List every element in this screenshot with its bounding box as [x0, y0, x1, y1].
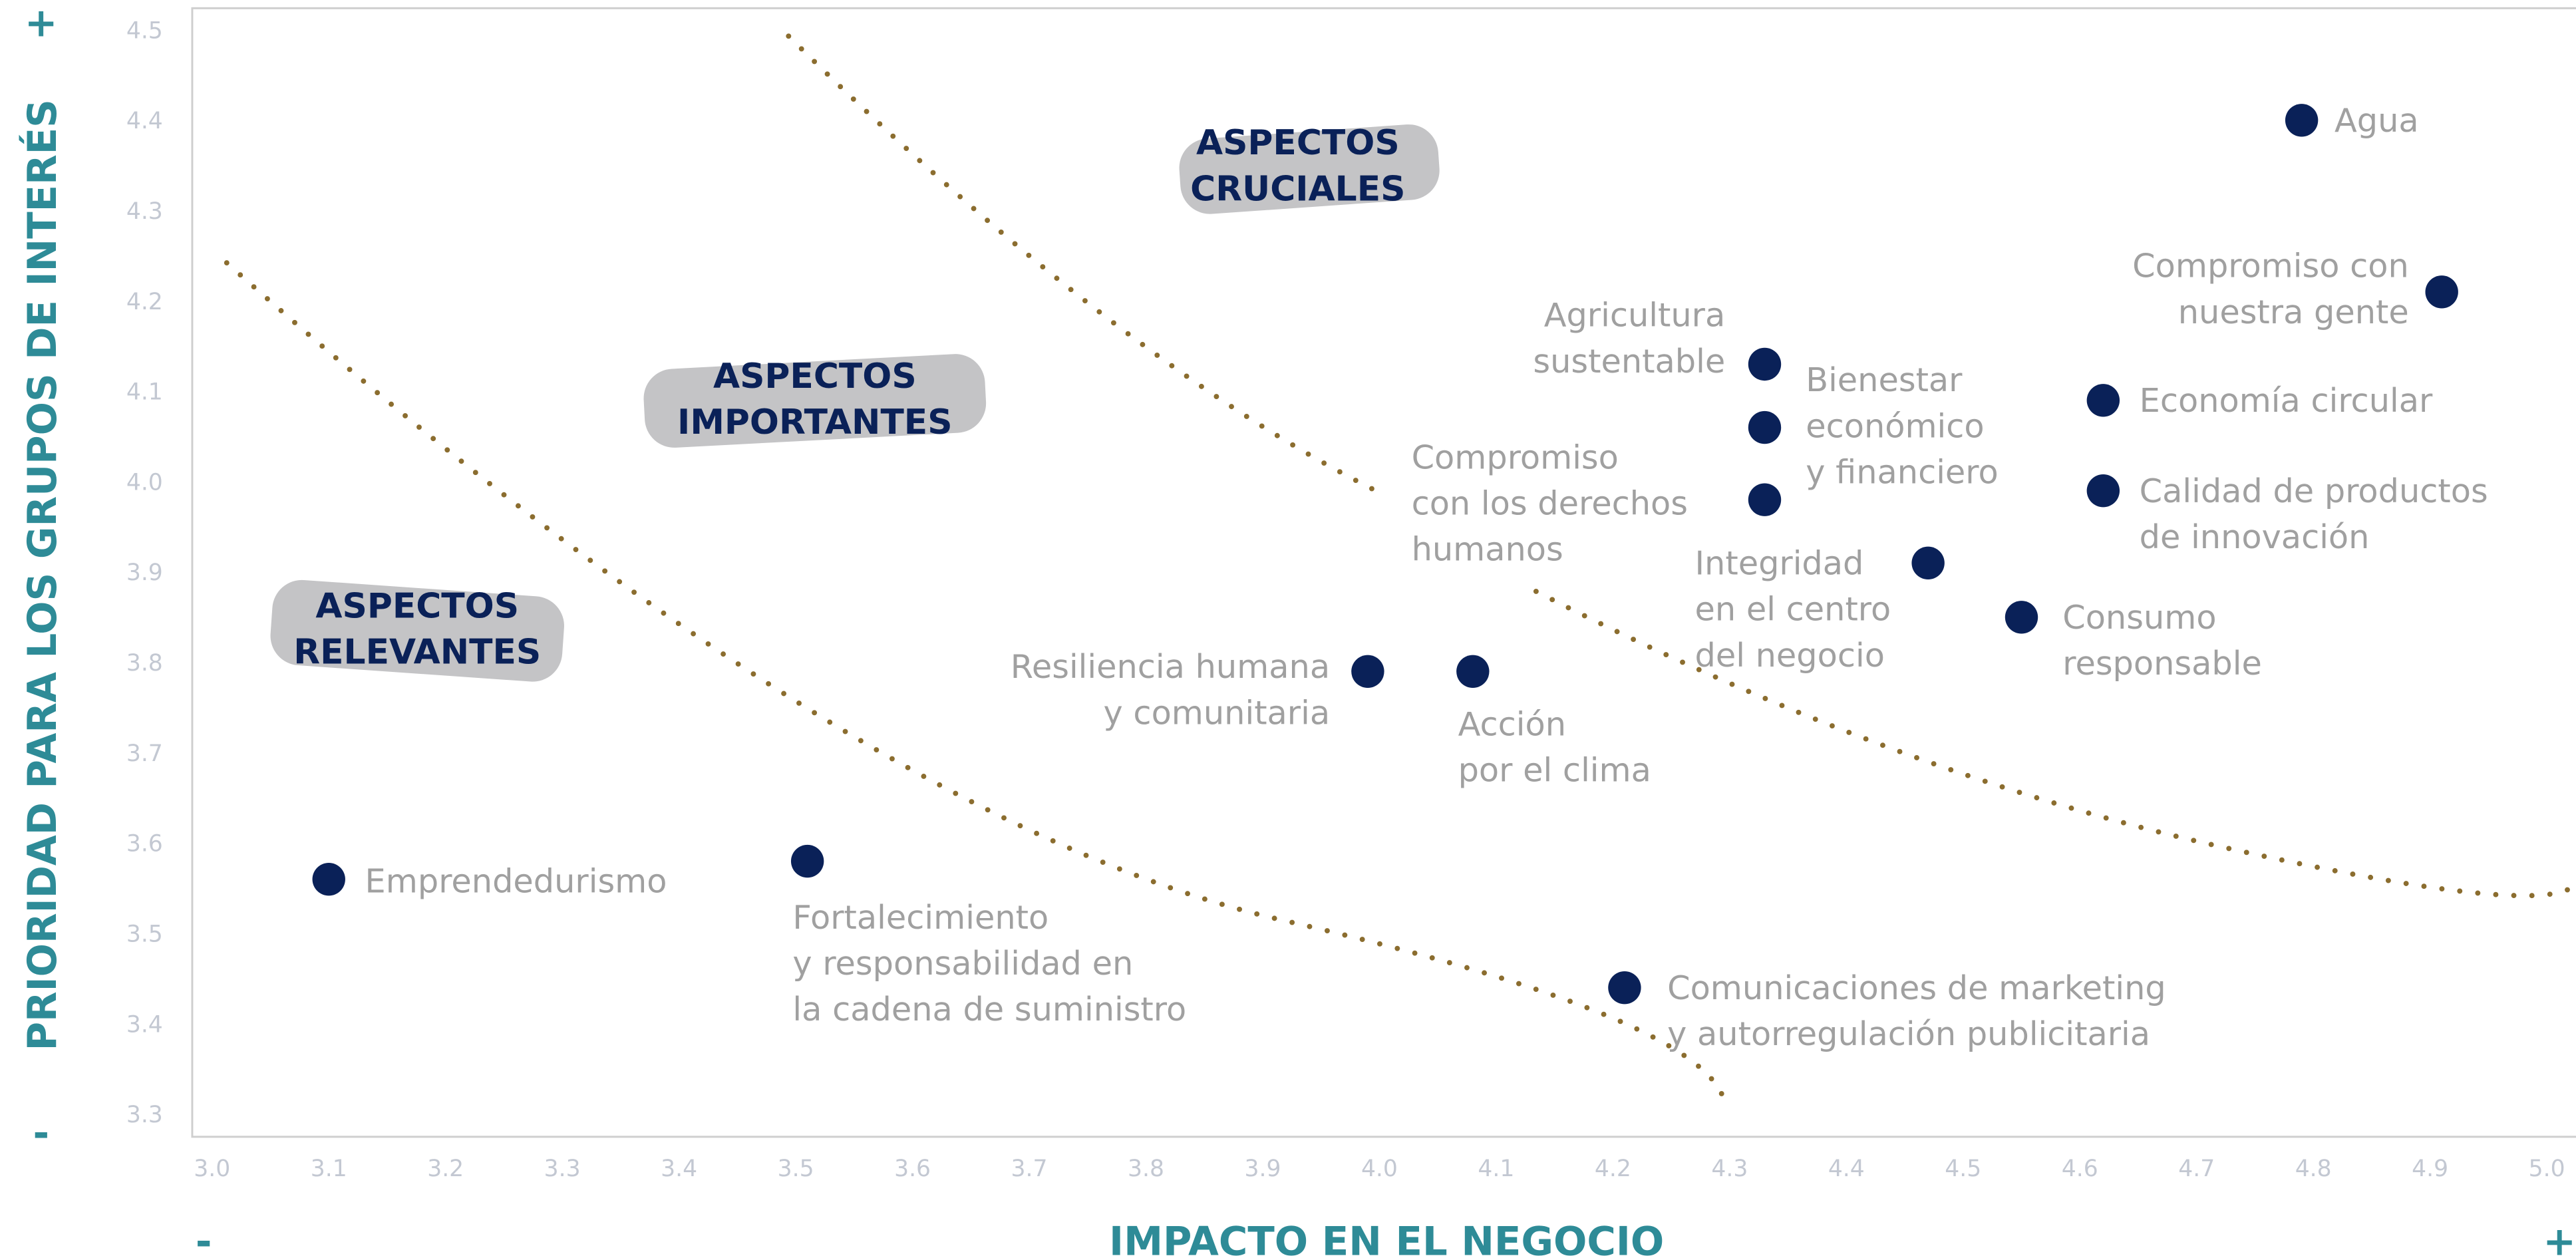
- point: [1456, 655, 1490, 688]
- x-tick-label: 3.9: [1244, 1156, 1281, 1182]
- boundary-curve: [1533, 589, 2576, 899]
- y-tick-label: 3.9: [126, 559, 163, 586]
- x-tick-label: 4.9: [2412, 1156, 2448, 1182]
- x-tick-label: 3.7: [1011, 1156, 1048, 1182]
- point-label: Integridad: [1694, 544, 1863, 583]
- point: [2285, 104, 2319, 137]
- point-label: Agua: [2334, 101, 2419, 140]
- zone-label: ASPECTOS: [315, 586, 519, 626]
- x-tick-label: 3.8: [1128, 1156, 1164, 1182]
- x-axis-end: +: [2543, 1219, 2576, 1260]
- point: [2425, 275, 2458, 309]
- point-label: y autorregulación publicitaria: [1667, 1015, 2150, 1053]
- point-label: la cadena de suministro: [792, 990, 1186, 1028]
- point: [1748, 410, 1782, 444]
- x-tick-label: 4.4: [1828, 1156, 1865, 1182]
- point: [790, 844, 824, 878]
- point-label: y financiero: [1806, 453, 1999, 492]
- point: [1748, 347, 1782, 381]
- y-tick-label: 4.2: [126, 289, 163, 315]
- y-tick-label: 3.8: [126, 650, 163, 677]
- x-tick-label: 3.4: [661, 1156, 697, 1182]
- y-tick-label: 4.0: [126, 469, 163, 496]
- x-axis-end: -: [196, 1219, 212, 1260]
- point-label: Compromiso con: [2132, 247, 2409, 285]
- y-tick-label: 4.1: [126, 379, 163, 406]
- x-tick-label: 4.5: [1945, 1156, 1981, 1182]
- point-label: humanos: [1412, 530, 1563, 569]
- point-label: Compromiso: [1412, 438, 1619, 476]
- x-tick-label: 3.6: [894, 1156, 931, 1182]
- x-tick-label: 3.2: [427, 1156, 464, 1182]
- boundary-curve: [786, 33, 1383, 496]
- point: [2086, 474, 2120, 508]
- point-label: Consumo: [2062, 598, 2216, 637]
- y-tick-label: 4.4: [126, 108, 163, 134]
- y-tick-label: 3.6: [126, 831, 163, 858]
- point: [1911, 546, 1945, 580]
- point-label: Bienestar: [1806, 361, 1963, 399]
- y-tick-label: 3.4: [126, 1011, 163, 1038]
- point-label: Agricultura: [1544, 296, 1726, 335]
- x-tick-label: 4.6: [2062, 1156, 2098, 1182]
- point-label: responsable: [2062, 644, 2262, 683]
- point-label: Calidad de productos: [2140, 472, 2488, 510]
- x-axis-title: IMPACTO EN EL NEGOCIO: [1109, 1219, 1664, 1260]
- zone-highlight: [1179, 124, 1440, 214]
- y-tick-label: 3.7: [126, 740, 163, 767]
- y-tick-label: 4.5: [126, 17, 163, 44]
- y-axis-end: +: [25, 0, 58, 45]
- point-label: por el clima: [1458, 751, 1651, 790]
- x-tick-label: 3.1: [311, 1156, 347, 1182]
- zone-label: IMPORTANTES: [677, 402, 953, 442]
- point: [312, 863, 345, 896]
- point-label: y comunitaria: [1104, 693, 1331, 732]
- point: [2086, 384, 2120, 417]
- point-label: Economía circular: [2140, 381, 2433, 420]
- boundary-curve: [224, 260, 1728, 1107]
- plot-frame: [191, 7, 2576, 1138]
- zone-label: RELEVANTES: [293, 633, 541, 673]
- point-label: del negocio: [1694, 636, 1884, 675]
- point-label: Fortalecimiento: [792, 898, 1048, 937]
- point-label: Resiliencia humana: [1011, 647, 1330, 686]
- zone-highlight: [643, 354, 987, 448]
- point-label: nuestra gente: [2178, 293, 2409, 331]
- zone-label: CRUCIALES: [1190, 169, 1405, 209]
- point-label: sustentable: [1533, 342, 1725, 381]
- zone-highlight: [270, 579, 564, 682]
- point-label: de innovación: [2140, 518, 2370, 556]
- x-tick-label: 4.0: [1361, 1156, 1398, 1182]
- point-label: económico: [1806, 406, 1984, 445]
- x-tick-label: 4.2: [1595, 1156, 1631, 1182]
- x-tick-label: 4.8: [2295, 1156, 2332, 1182]
- point: [1351, 655, 1384, 688]
- y-axis-end: -: [33, 1110, 49, 1156]
- point-label: Acción: [1458, 705, 1566, 744]
- zone-label: ASPECTOS: [1196, 123, 1400, 163]
- x-tick-label: 5.0: [2529, 1156, 2565, 1182]
- point-label: Comunicaciones de marketing: [1667, 969, 2166, 1007]
- point-label: en el centro: [1694, 590, 1891, 629]
- x-tick-label: 3.0: [194, 1156, 230, 1182]
- point-label: Emprendedurismo: [365, 862, 667, 900]
- y-tick-label: 3.3: [126, 1102, 163, 1128]
- y-tick-label: 4.3: [126, 198, 163, 225]
- point: [2005, 601, 2038, 634]
- zone-label: ASPECTOS: [713, 357, 917, 396]
- x-tick-label: 3.3: [544, 1156, 581, 1182]
- x-tick-label: 3.5: [778, 1156, 814, 1182]
- x-tick-label: 4.1: [1478, 1156, 1514, 1182]
- y-tick-label: 3.5: [126, 921, 163, 948]
- point-label: y responsabilidad en: [792, 944, 1133, 983]
- point: [1748, 483, 1782, 516]
- x-tick-label: 4.3: [1711, 1156, 1748, 1182]
- y-axis-title: PRIORIDAD PARA LOS GRUPOS DE INTERÉS: [19, 99, 65, 1050]
- point-label: con los derechos: [1412, 484, 1688, 522]
- x-tick-label: 4.7: [2178, 1156, 2215, 1182]
- point: [1608, 971, 1641, 1005]
